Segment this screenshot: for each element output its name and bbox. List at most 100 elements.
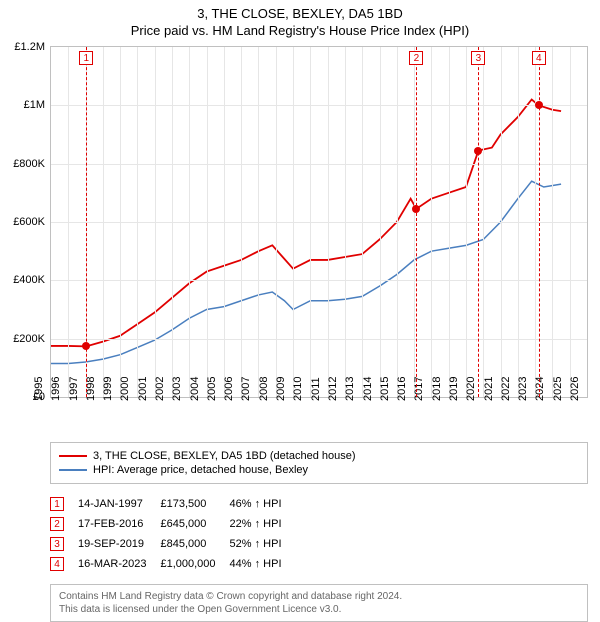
sale-number-cell: 1 (50, 494, 78, 514)
x-tick-label: 2004 (189, 377, 201, 401)
marker-vline (478, 47, 479, 397)
marker-dot (82, 342, 90, 350)
table-row: 2 17-FEB-2016£645,00022% ↑ HPI (50, 514, 296, 534)
table-row: 416-MAR-2023£1,000,00044% ↑ HPI (50, 554, 296, 574)
chart-container: 3, THE CLOSE, BEXLEY, DA5 1BD Price paid… (0, 0, 600, 620)
x-gridline (293, 47, 294, 397)
x-tick-label: 2000 (119, 377, 131, 401)
y-gridline (51, 222, 587, 223)
x-gridline (570, 47, 571, 397)
x-gridline (414, 47, 415, 397)
sale-pct: 44% ↑ HPI (230, 554, 296, 574)
x-tick-label: 2002 (154, 377, 166, 401)
x-tick-label: 2005 (206, 377, 218, 401)
table-row: 319-SEP-2019£845,00052% ↑ HPI (50, 534, 296, 554)
legend-swatch (59, 455, 87, 457)
y-gridline (51, 339, 587, 340)
x-tick-label: 2015 (379, 377, 391, 401)
sale-price: £1,000,000 (160, 554, 229, 574)
sale-pct: 46% ↑ HPI (230, 494, 296, 514)
x-gridline (276, 47, 277, 397)
x-gridline (137, 47, 138, 397)
x-tick-label: 2009 (275, 377, 287, 401)
x-gridline (518, 47, 519, 397)
marker-number-box: 1 (79, 51, 93, 65)
x-tick-label: 2003 (171, 377, 183, 401)
x-gridline (328, 47, 329, 397)
x-tick-label: 1997 (68, 377, 80, 401)
x-gridline (258, 47, 259, 397)
marker-number-box: 4 (532, 51, 546, 65)
sale-date: 14-JAN-1997 (78, 494, 160, 514)
x-tick-label: 2007 (240, 377, 252, 401)
sale-number-box: 2 (50, 517, 64, 531)
x-tick-label: 2011 (310, 377, 322, 401)
footer-line1: Contains HM Land Registry data © Crown c… (59, 590, 579, 603)
marker-vline (416, 47, 417, 397)
x-tick-label: 2008 (258, 377, 270, 401)
x-gridline (241, 47, 242, 397)
x-gridline (552, 47, 553, 397)
x-tick-label: 1996 (50, 377, 62, 401)
x-tick-label: 2001 (137, 377, 149, 401)
title-block: 3, THE CLOSE, BEXLEY, DA5 1BD Price paid… (0, 0, 600, 38)
x-tick-label: 2014 (362, 377, 374, 401)
y-tick-label: £200K (13, 333, 45, 345)
x-gridline (431, 47, 432, 397)
x-tick-label: 2025 (552, 377, 564, 401)
legend-label: 3, THE CLOSE, BEXLEY, DA5 1BD (detached … (93, 450, 356, 462)
legend-label: HPI: Average price, detached house, Bexl… (93, 464, 308, 476)
x-gridline (345, 47, 346, 397)
sale-number-cell: 3 (50, 534, 78, 554)
legend-item: 3, THE CLOSE, BEXLEY, DA5 1BD (detached … (59, 450, 579, 462)
marker-dot (412, 205, 420, 213)
x-gridline (501, 47, 502, 397)
x-tick-label: 2023 (517, 377, 529, 401)
x-gridline (466, 47, 467, 397)
sale-date: 16-MAR-2023 (78, 554, 160, 574)
x-tick-label: 2018 (431, 377, 443, 401)
y-tick-label: £800K (13, 158, 45, 170)
x-gridline (189, 47, 190, 397)
sale-number-box: 1 (50, 497, 64, 511)
x-gridline (380, 47, 381, 397)
y-tick-label: £400K (13, 274, 45, 286)
x-gridline (224, 47, 225, 397)
sale-price: £845,000 (160, 534, 229, 554)
x-gridline (483, 47, 484, 397)
x-tick-label: 2006 (223, 377, 235, 401)
arrow-up-icon: ↑ (255, 518, 261, 530)
legend-swatch (59, 469, 87, 471)
sale-date: 17-FEB-2016 (78, 514, 160, 534)
x-gridline (68, 47, 69, 397)
y-tick-label: £600K (13, 216, 45, 228)
sale-price: £645,000 (160, 514, 229, 534)
chart-plot-area: £0£200K£400K£600K£800K£1M£1.2M1995199619… (50, 46, 588, 398)
x-tick-label: 2017 (413, 377, 425, 401)
sale-date: 19-SEP-2019 (78, 534, 160, 554)
x-tick-label: 2026 (569, 377, 581, 401)
arrow-up-icon: ↑ (255, 558, 261, 570)
x-tick-label: 2021 (483, 377, 495, 401)
marker-number-box: 3 (471, 51, 485, 65)
legend-item: HPI: Average price, detached house, Bexl… (59, 464, 579, 476)
legend: 3, THE CLOSE, BEXLEY, DA5 1BD (detached … (50, 442, 588, 484)
x-gridline (310, 47, 311, 397)
x-gridline (155, 47, 156, 397)
x-gridline (120, 47, 121, 397)
arrow-up-icon: ↑ (255, 498, 261, 510)
table-row: 114-JAN-1997£173,50046% ↑ HPI (50, 494, 296, 514)
x-tick-label: 2020 (465, 377, 477, 401)
sale-pct: 52% ↑ HPI (230, 534, 296, 554)
x-tick-label: 1999 (102, 377, 114, 401)
marker-dot (474, 147, 482, 155)
x-tick-label: 2016 (396, 377, 408, 401)
x-gridline (535, 47, 536, 397)
y-tick-label: £1M (24, 99, 45, 111)
sale-pct: 22% ↑ HPI (230, 514, 296, 534)
x-tick-label: 2024 (534, 377, 546, 401)
sale-number-cell: 4 (50, 554, 78, 574)
y-gridline (51, 280, 587, 281)
title-main: 3, THE CLOSE, BEXLEY, DA5 1BD (0, 6, 600, 21)
x-gridline (397, 47, 398, 397)
